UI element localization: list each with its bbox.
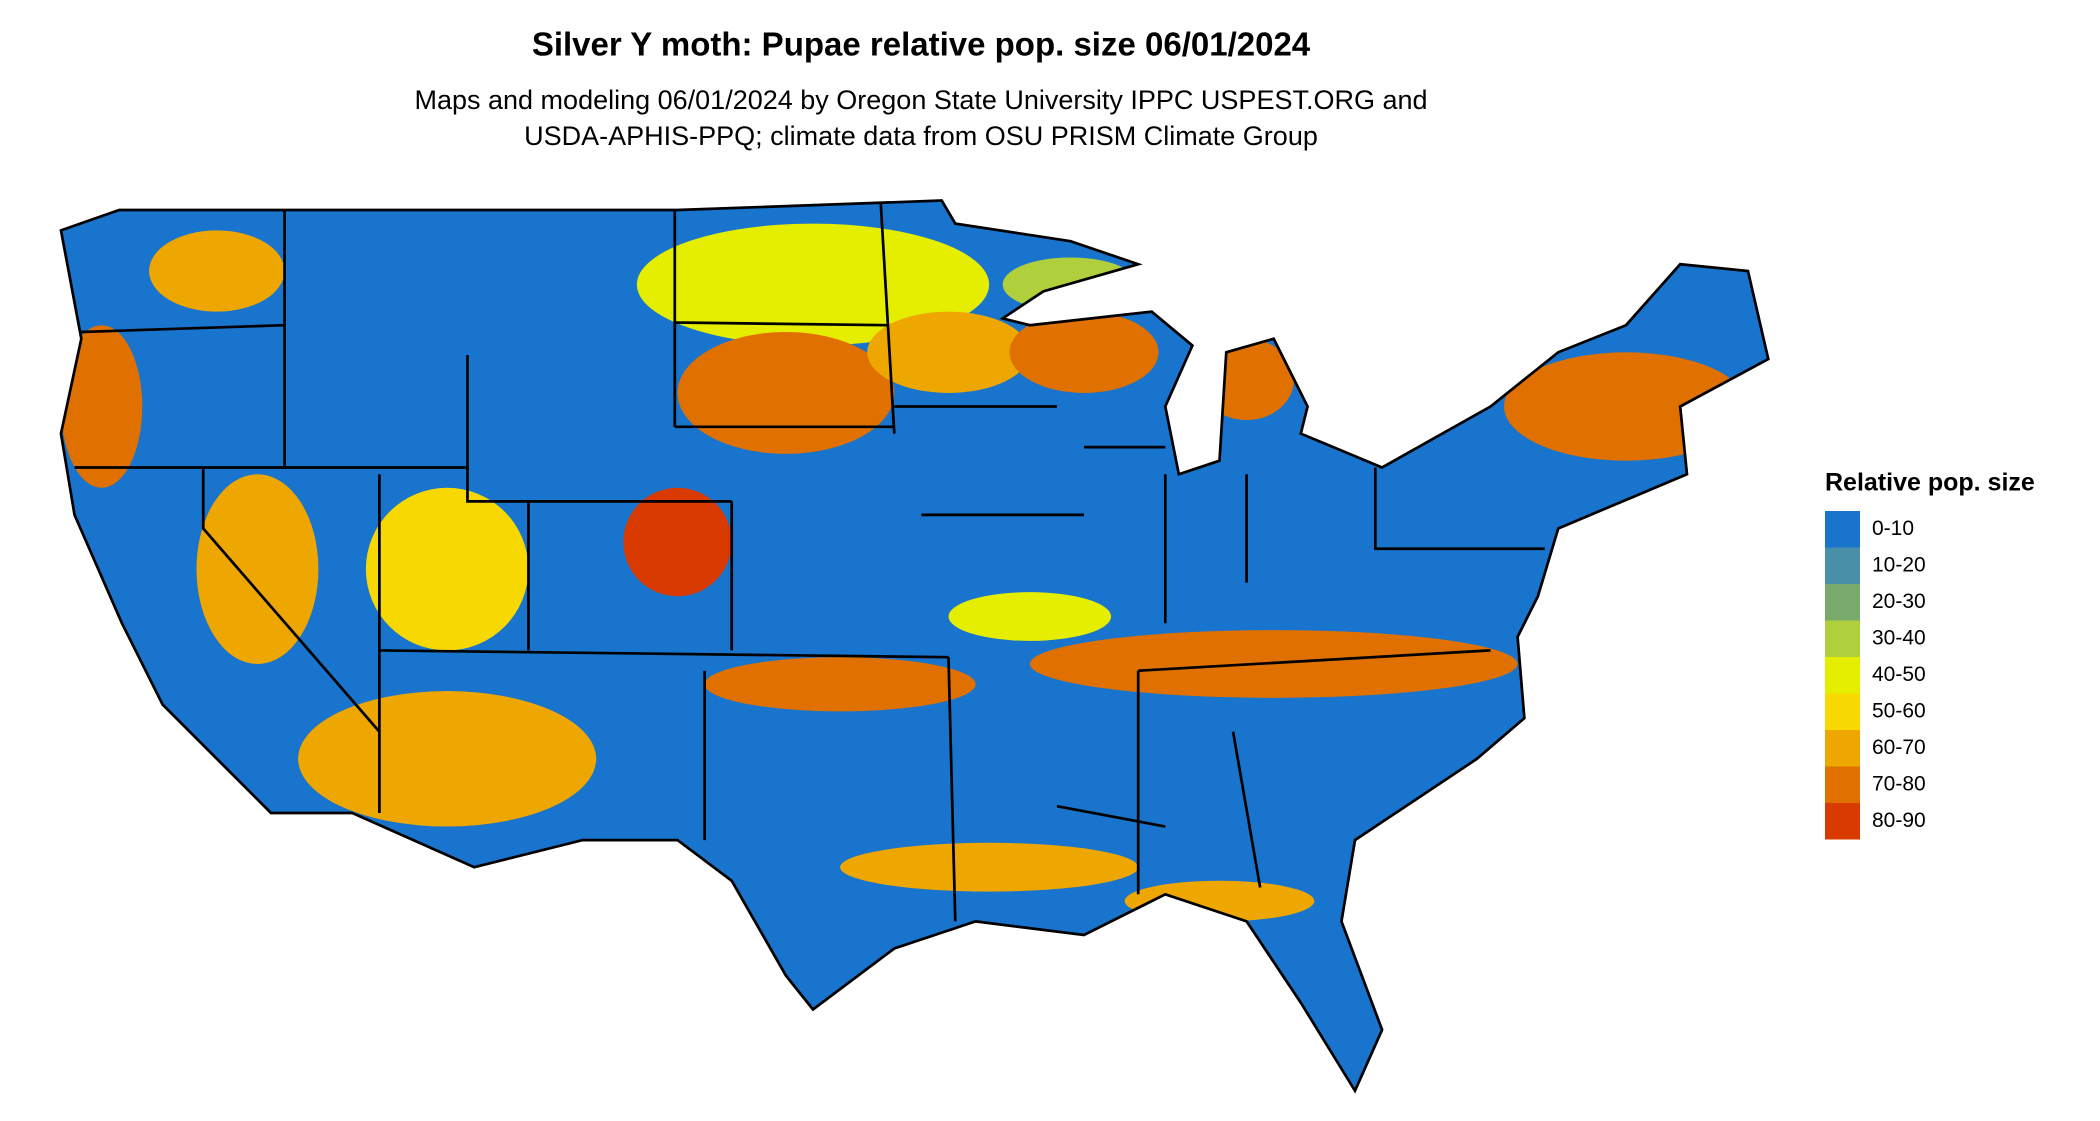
legend: 0-10 10-20 20-30 30-40 40-50 50-60 60-70 70-80 8… xyxy=(1825,511,1926,840)
raster-zone xyxy=(677,331,895,454)
legend-label: 70-80 xyxy=(1872,772,1926,795)
map xyxy=(59,199,1770,1093)
legend-swatch xyxy=(1825,584,1860,621)
legend-label: 30-40 xyxy=(1872,626,1926,649)
legend-swatch xyxy=(1825,657,1860,694)
legend-swatch xyxy=(1825,730,1860,767)
raster-zone xyxy=(60,325,143,488)
legend-title: Relative pop. size xyxy=(1825,469,2035,497)
raster-zone xyxy=(1504,352,1748,461)
legend-label: 80-90 xyxy=(1872,809,1926,832)
legend-swatch xyxy=(1825,693,1860,730)
legend-swatch xyxy=(1825,803,1860,840)
raster-zone xyxy=(365,487,529,651)
legend-swatch xyxy=(1825,511,1860,548)
raster-zone xyxy=(636,223,990,346)
raster-zone xyxy=(704,657,976,712)
legend-label: 10-20 xyxy=(1872,553,1926,576)
raster-zone xyxy=(867,311,1030,393)
map-subtitle: USDA-APHIS-PPQ; climate data from OSU PR… xyxy=(524,121,1318,151)
legend-label: 20-30 xyxy=(1872,590,1926,613)
state-borders xyxy=(74,203,1545,922)
legend-label: 0-10 xyxy=(1872,517,1914,540)
raster-zone xyxy=(149,230,285,312)
map-title: Silver Y moth: Pupae relative pop. size … xyxy=(532,26,1311,63)
raster-zone xyxy=(1009,311,1159,393)
legend-swatch xyxy=(1825,547,1860,584)
raster-zone xyxy=(196,474,319,664)
legend-label: 60-70 xyxy=(1872,736,1926,759)
map-subtitle: Maps and modeling 06/01/2024 by Oregon S… xyxy=(414,85,1427,115)
raster-zone xyxy=(623,487,732,597)
raster-zone xyxy=(298,691,597,827)
legend-label: 40-50 xyxy=(1872,663,1926,686)
legend-label: 50-60 xyxy=(1872,699,1926,722)
legend-swatch xyxy=(1825,766,1860,803)
raster-zone xyxy=(840,842,1139,892)
legend-swatch xyxy=(1825,620,1860,657)
raster-zone xyxy=(948,592,1112,641)
